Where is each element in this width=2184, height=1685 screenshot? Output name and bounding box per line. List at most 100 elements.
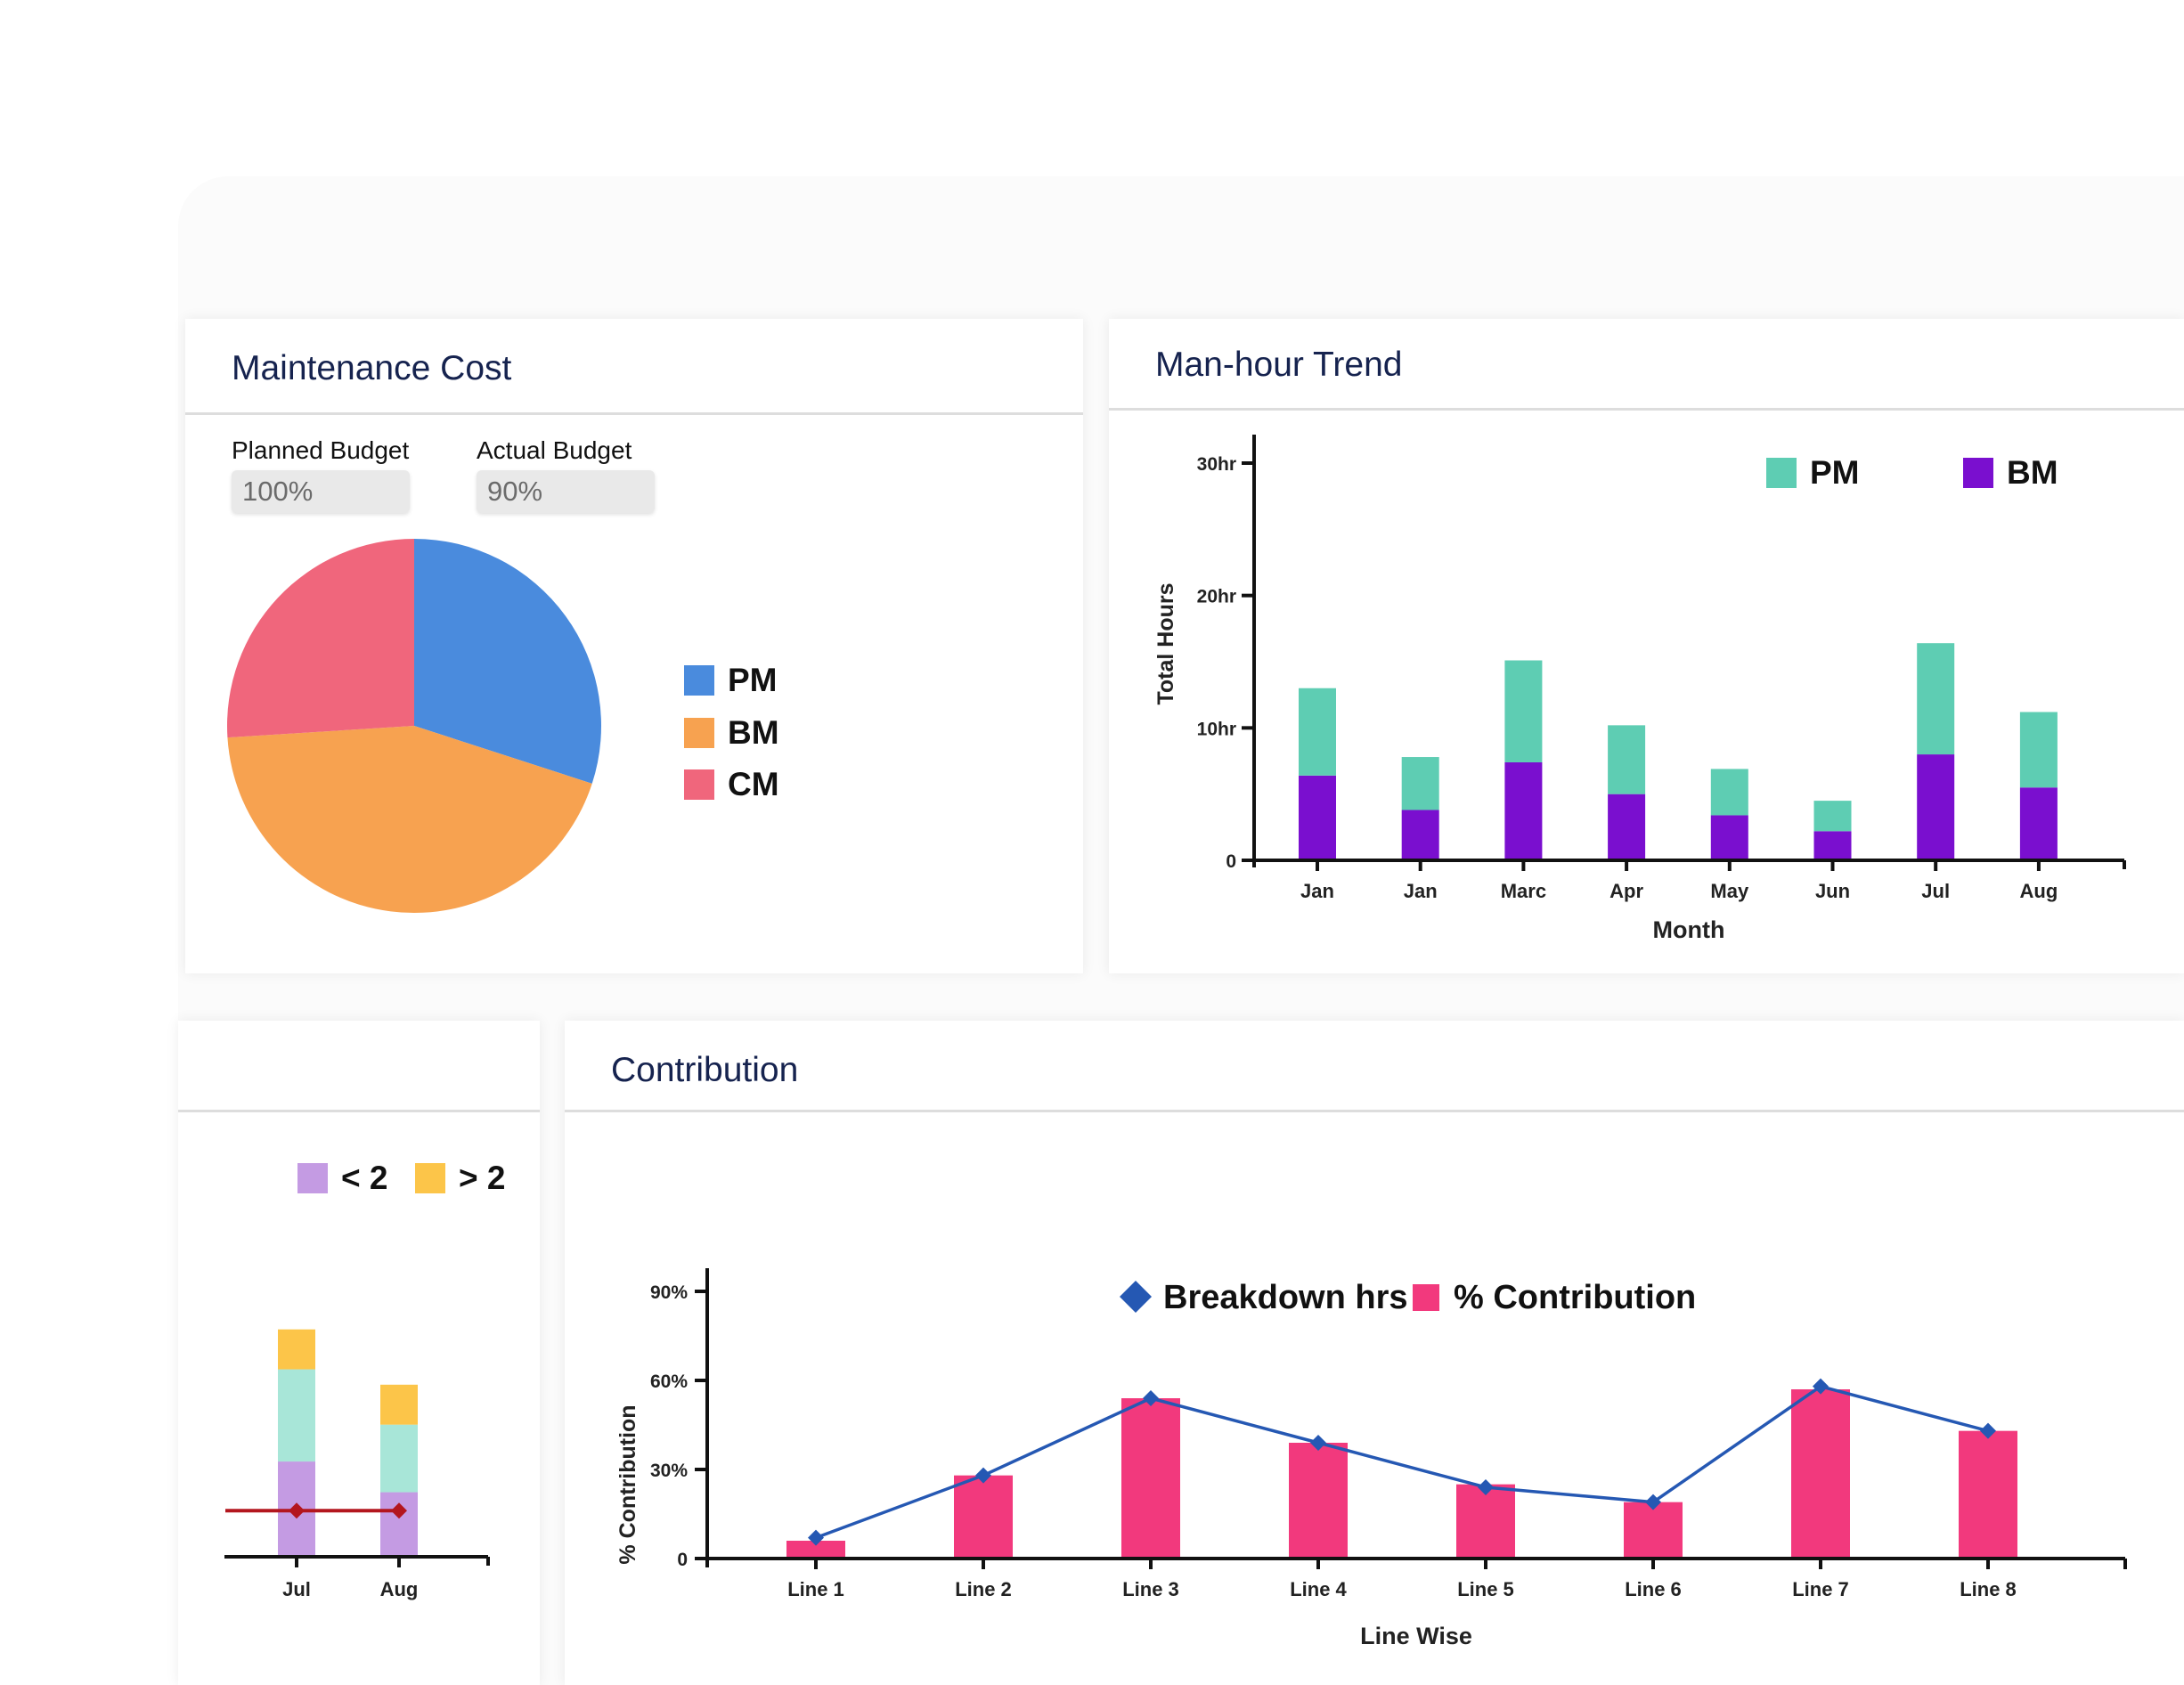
trend-bar-bm-1 [1401, 810, 1439, 860]
breakdown-hrs-marker-7 [1813, 1378, 1829, 1395]
trend-x-tick-label: Jan [1404, 880, 1438, 902]
legend-marker-breakdown-hrs [1120, 1281, 1152, 1313]
legend-label-lt2: < 2 [341, 1160, 388, 1196]
man-hour-trend-card: Man-hour Trend PM BM 0 10hr 20hr 30hr Jan Jan… [1109, 319, 2184, 973]
trend-legend-bm: BM [1963, 454, 2058, 492]
trend-x-tick-label: May [1710, 880, 1749, 902]
trend-legend-pm: PM [1766, 454, 1860, 492]
contribution-bar-8 [1959, 1430, 2017, 1559]
maintenance-cost-card: Maintenance Cost Planned Budget 100% Act… [185, 319, 1083, 973]
trend-bar-pm-6 [1917, 643, 1955, 755]
breakdown-hrs-marker-3 [1143, 1390, 1159, 1406]
contribution-bar-3 [1121, 1398, 1180, 1559]
legend-label-gt2: > 2 [459, 1160, 506, 1196]
pie-slice-pm [414, 539, 601, 784]
trend-bar-bm-7 [2019, 787, 2058, 860]
breakdown-hrs-marker-2 [975, 1467, 991, 1484]
trend-y-tick-label: 10hr [1197, 719, 1236, 739]
contribution-bar-5 [1456, 1484, 1515, 1559]
actual-budget-field[interactable]: 90% [477, 470, 655, 513]
trend-x-axis-title: Month [1653, 916, 1725, 943]
breakdown-bar-2-1 [380, 1384, 418, 1425]
contribution-y-tick-label: 90% [650, 1282, 688, 1303]
man-hour-trend-title: Man-hour Trend [1155, 346, 1403, 384]
trend-bar-pm-7 [2019, 712, 2058, 788]
contribution-bar-7 [1791, 1389, 1850, 1559]
legend-label-pm: PM [1810, 454, 1860, 491]
trend-bar-pm-5 [1813, 801, 1852, 832]
contribution-bar-2 [954, 1475, 1013, 1559]
trend-x-tick-label: Apr [1609, 880, 1643, 902]
contribution-bar-4 [1289, 1443, 1348, 1559]
breakdown-legend-gt2: > 2 [415, 1160, 505, 1197]
breakdown-line-marker [391, 1502, 407, 1519]
contribution-x-tick-label: Line 5 [1457, 1578, 1514, 1600]
legend-swatch-contribution [1413, 1284, 1439, 1311]
breakdown-bar-1-1 [380, 1424, 418, 1493]
contribution-y-tick-label: 0 [677, 1550, 688, 1570]
contribution-x-tick-label: Line 8 [1960, 1578, 2017, 1600]
man-hour-trend-chart: 0 10hr 20hr 30hr Jan Jan Marc Apr May Jun Jul Aug Mo… [1153, 435, 2126, 943]
trend-x-tick-label: Jan [1300, 880, 1334, 902]
trend-bar-bm-2 [1504, 761, 1543, 860]
legend-swatch-lt2 [297, 1163, 328, 1193]
breakdown-x-tick-label: Jul [282, 1578, 311, 1600]
contribution-chart: Breakdown hrs % Contribution 0 30% 60% 90% L… [615, 1268, 2127, 1649]
trend-y-tick-label: 20hr [1197, 587, 1236, 607]
trend-x-tick-label: Marc [1501, 880, 1546, 902]
breakdown-legend-lt2: < 2 [297, 1160, 387, 1197]
trend-bar-bm-4 [1710, 815, 1748, 860]
legend-label-pm: PM [728, 662, 778, 698]
trend-x-tick-label: Jun [1815, 880, 1850, 902]
card-divider [185, 412, 1083, 415]
trend-x-tick-label: Aug [2020, 880, 2058, 902]
contribution-bar-6 [1624, 1502, 1683, 1559]
breakdown-line-marker [289, 1502, 305, 1519]
breakdown-bar-2-0 [278, 1329, 315, 1370]
contribution-x-tick-label: Line 7 [1792, 1578, 1849, 1600]
legend-swatch-gt2 [415, 1163, 445, 1193]
legend-label-cm: CM [728, 766, 779, 802]
trend-y-tick-label: 30hr [1197, 454, 1236, 475]
legend-label-bm: BM [2007, 454, 2058, 491]
actual-budget-label: Actual Budget [477, 436, 632, 464]
legend-swatch-cm [684, 769, 714, 800]
pie-legend-bm: BM [684, 714, 779, 752]
contribution-y-tick-label: 60% [650, 1372, 688, 1392]
breakdown-hrs-marker-1 [808, 1529, 824, 1546]
trend-x-tick-label: Jul [1921, 880, 1950, 902]
contribution-x-tick-label: Line 3 [1122, 1578, 1179, 1600]
contribution-legend: Breakdown hrs % Contribution [1120, 1279, 1696, 1316]
contribution-x-tick-label: Line 1 [787, 1578, 844, 1600]
contribution-title: Contribution [611, 1051, 799, 1089]
trend-bar-pm-2 [1504, 660, 1543, 762]
contribution-bar-1 [786, 1541, 845, 1559]
breakdown-hrs-marker-6 [1645, 1494, 1661, 1510]
contribution-x-tick-label: Line 6 [1625, 1578, 1682, 1600]
trend-bar-pm-1 [1401, 757, 1439, 810]
card-divider [178, 1110, 540, 1112]
contribution-y-tick-label: 30% [650, 1461, 688, 1481]
contribution-x-tick-label: Line 2 [955, 1578, 1012, 1600]
legend-swatch-bm [684, 718, 714, 748]
contribution-x-axis-title: Line Wise [1360, 1623, 1472, 1649]
breakdown-chart: Jul Aug [224, 1329, 490, 1600]
planned-budget-label: Planned Budget [232, 436, 410, 464]
pie-slice-cm [227, 539, 414, 738]
contribution-x-tick-label: Line 4 [1290, 1578, 1347, 1600]
breakdown-bar-0-1 [380, 1492, 418, 1557]
legend-swatch-pm [1766, 458, 1797, 488]
pie-slice-bm [227, 726, 592, 913]
maintenance-cost-pie-chart [227, 539, 601, 913]
legend-label-breakdown-hrs: Breakdown hrs [1163, 1279, 1408, 1316]
pie-legend-pm: PM [684, 662, 778, 699]
planned-budget-field[interactable]: 100% [232, 470, 410, 513]
card-divider [1109, 408, 2184, 411]
contribution-card: Contribution Breakdown hrs % Contributio… [565, 1021, 2184, 1685]
maintenance-cost-title: Maintenance Cost [232, 349, 512, 387]
breakdown-hrs-marker-5 [1478, 1479, 1494, 1495]
trend-bar-pm-4 [1710, 769, 1748, 816]
trend-bar-pm-0 [1299, 688, 1336, 776]
trend-bar-pm-3 [1608, 725, 1646, 794]
pie-legend-cm: CM [684, 766, 779, 803]
